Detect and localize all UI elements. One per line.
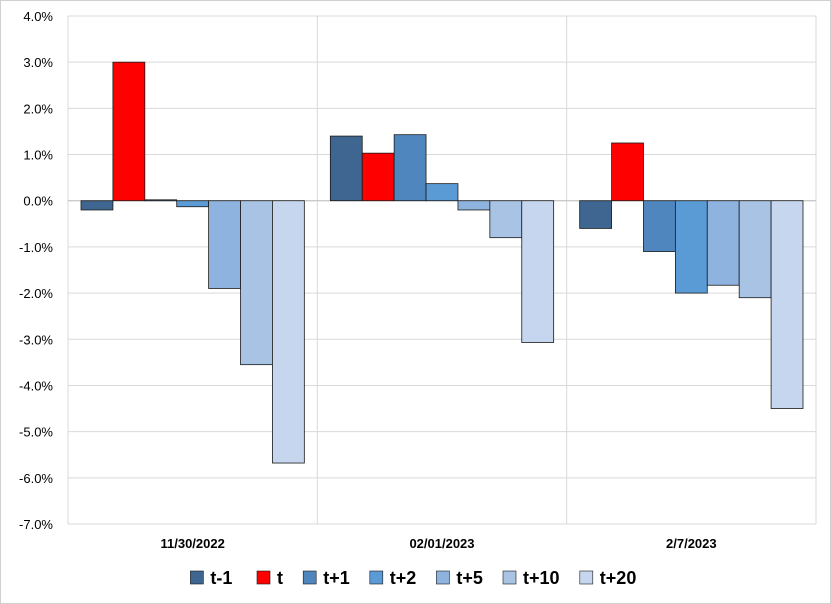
y-tick-label: -4.0% xyxy=(19,378,53,393)
bar-t-1-1 xyxy=(329,135,363,202)
x-axis: 11/30/2022 02/01/2023 2/7/2023 xyxy=(160,536,716,551)
y-tick-label: 3.0% xyxy=(23,55,53,70)
y-tick-label: 4.0% xyxy=(23,9,53,24)
y-tick-label: -2.0% xyxy=(19,286,53,301)
legend-label-t+1: t+1 xyxy=(323,568,350,588)
legend-swatch-t+10 xyxy=(502,570,517,585)
bar-t+5-0 xyxy=(208,200,241,289)
legend-swatch-t+1 xyxy=(302,570,317,585)
y-tick-label: -7.0% xyxy=(19,517,53,532)
bar-t-2 xyxy=(611,142,644,202)
bar-t+10-0 xyxy=(240,200,273,366)
legend-swatch-t+2 xyxy=(369,570,384,585)
bars xyxy=(80,61,804,464)
legend-label-t-1: t-1 xyxy=(210,568,232,588)
legend: t-1 t t+1 t+2 t+5 t+10 t+20 xyxy=(190,568,636,588)
legend-label-t+20: t+20 xyxy=(600,568,637,588)
x-category-label: 02/01/2023 xyxy=(409,536,474,551)
y-tick-label: -3.0% xyxy=(19,332,53,347)
y-tick-label: 0.0% xyxy=(23,194,53,209)
legend-label-t+5: t+5 xyxy=(456,568,483,588)
bar-t+2-1 xyxy=(425,183,459,202)
bar-t+2-0 xyxy=(176,200,210,208)
legend-swatch-t-1 xyxy=(190,570,204,585)
bar-t+20-1 xyxy=(521,200,555,343)
y-tick-label: -5.0% xyxy=(19,425,53,440)
bar-t+1-0 xyxy=(144,199,178,202)
bar-t+1-1 xyxy=(393,134,427,202)
bar-t-1 xyxy=(361,152,395,202)
bar-t+5-2 xyxy=(706,200,740,286)
bar-t+10-1 xyxy=(489,200,523,239)
bar-t+10-2 xyxy=(738,200,772,299)
legend-swatch-t+5 xyxy=(436,570,450,585)
y-tick-label: 2.0% xyxy=(23,101,53,116)
y-tick-label: 1.0% xyxy=(23,148,53,163)
legend-swatch-t+20 xyxy=(579,570,594,585)
x-category-label: 2/7/2023 xyxy=(666,536,717,551)
bar-t+2-2 xyxy=(674,200,708,294)
y-tick-label: -1.0% xyxy=(19,240,53,255)
bar-t+20-0 xyxy=(272,200,305,464)
bar-t-1-2 xyxy=(579,200,612,229)
bar-t+1-2 xyxy=(643,200,676,252)
y-tick-label: -6.0% xyxy=(19,471,53,486)
bar-t+20-2 xyxy=(770,200,804,409)
legend-swatch-t xyxy=(256,570,271,585)
legend-label-t: t xyxy=(277,568,283,588)
bar-t-0 xyxy=(112,61,146,202)
bar-t+5-1 xyxy=(457,200,491,211)
legend-label-t+2: t+2 xyxy=(390,568,417,588)
y-axis: 4.0% 3.0% 2.0% 1.0% 0.0% -1.0% -2.0% -3.0% -4.0%… xyxy=(19,9,53,532)
x-category-label: 11/30/2022 xyxy=(160,536,224,551)
legend-label-t+10: t+10 xyxy=(523,568,560,588)
bar-t-1-0 xyxy=(80,200,114,211)
